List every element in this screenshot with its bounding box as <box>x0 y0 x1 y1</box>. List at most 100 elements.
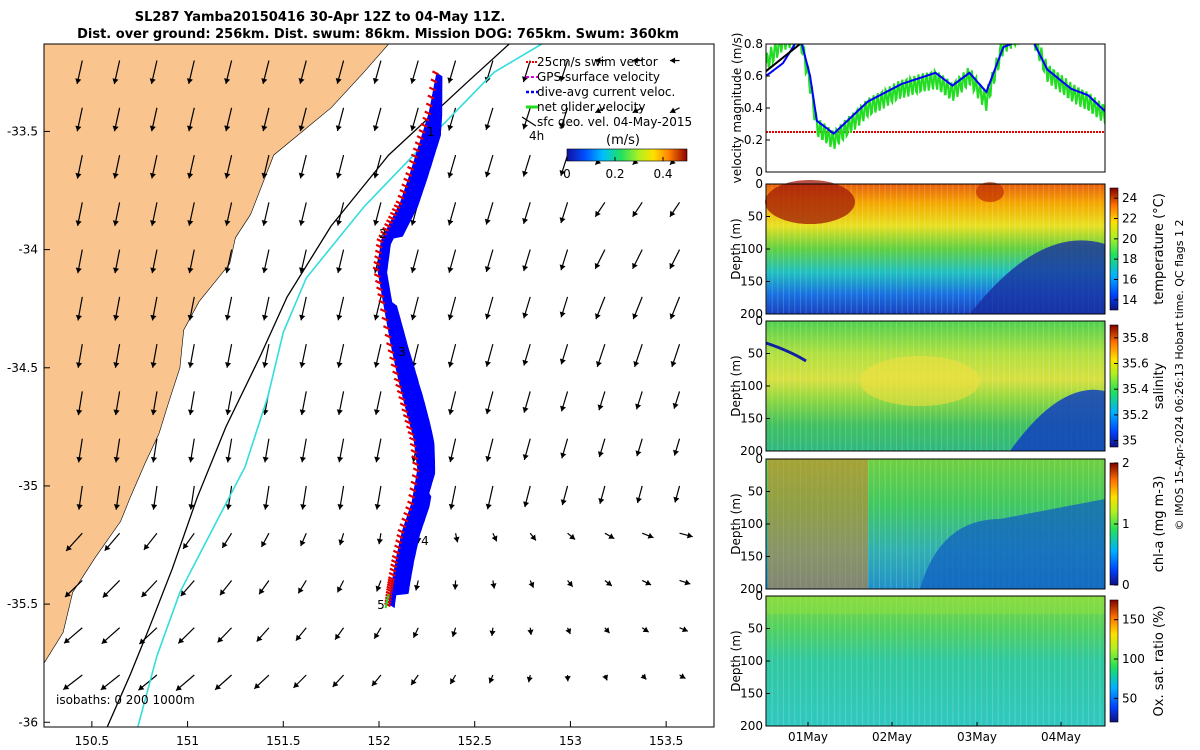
swim-vector <box>414 141 422 147</box>
legend-geo-marker <box>521 116 537 127</box>
geo-velocity-arrow <box>225 391 233 416</box>
swim-vector <box>379 308 387 314</box>
geo-velocity-arrow <box>448 485 457 510</box>
geo-velocity-arrow <box>224 107 233 132</box>
geo-velocity-arrow <box>528 580 535 588</box>
geo-velocity-arrow <box>522 202 531 224</box>
depth-tick-label: 0 <box>755 177 763 191</box>
geo-velocity-arrow <box>635 438 643 457</box>
dive-avg-current-vectors <box>377 72 443 609</box>
geo-velocity-arrow <box>641 579 652 586</box>
salinity-colorbar <box>1109 324 1119 448</box>
speed-colorbar-tick-label: 0.4 <box>653 167 672 181</box>
geo-velocity-arrow <box>670 343 681 368</box>
map-x-tick-label: 153 <box>559 734 582 748</box>
map-y-tick-label: -35 <box>18 479 38 493</box>
map-y-tick-label: -36 <box>18 715 38 729</box>
geo-velocity-arrow <box>299 344 307 368</box>
colorbar-tick-label: 150 <box>1122 613 1145 627</box>
depth-tick-label: 150 <box>740 687 763 701</box>
geo-velocity-arrow <box>447 60 457 84</box>
geo-velocity-arrow <box>604 532 615 540</box>
geo-velocity-arrow <box>64 580 83 598</box>
geo-velocity-arrow <box>76 485 83 510</box>
geo-velocity-arrow <box>187 249 195 274</box>
geo-velocity-arrow <box>485 391 494 415</box>
geo-velocity-arrow <box>560 485 569 506</box>
geo-velocity-arrow <box>448 391 457 415</box>
swim-vector <box>410 448 418 454</box>
geo-velocity-arrow <box>373 391 382 415</box>
temperature-colorbar <box>1109 187 1119 311</box>
geo-velocity-arrow <box>261 60 270 84</box>
swim-vector <box>380 230 388 236</box>
geo-velocity-arrow <box>522 391 531 413</box>
swim-vector <box>395 383 403 389</box>
oxygen-field <box>766 596 1105 726</box>
swim-vector <box>407 431 415 436</box>
geo-velocity-arrow <box>262 296 270 321</box>
swim-vector <box>412 461 420 467</box>
geo-velocity-arrow <box>595 107 606 114</box>
depth-tick-label: 200 <box>740 719 763 733</box>
geo-velocity-arrow <box>602 674 609 681</box>
date-tick-label: 02May <box>872 730 912 744</box>
legend-geo: sfc geo. vel. 04-May-2015 <box>537 115 692 129</box>
geo-velocity-arrow <box>371 674 382 687</box>
geo-velocity-arrow <box>565 627 572 635</box>
depth-tick-label: 50 <box>748 485 763 499</box>
swim-vector <box>412 467 420 473</box>
geo-velocity-arrow <box>490 580 497 589</box>
geo-velocity-arrow <box>522 107 531 130</box>
geo-velocity-arrow <box>373 627 382 640</box>
geo-velocity-arrow <box>261 154 270 179</box>
isobath-200m <box>106 44 510 727</box>
credit-text: © IMOS 15-Apr-2024 06:26:13 Hobart time.… <box>1173 220 1186 531</box>
swim-vector <box>393 377 401 383</box>
geo-velocity-arrow <box>447 154 457 179</box>
net-glider-velocity <box>384 593 390 609</box>
geo-velocity-arrow <box>672 391 681 409</box>
swim-vector <box>390 559 398 565</box>
geo-velocity-arrow <box>112 107 121 132</box>
swim-vector <box>376 286 384 292</box>
swim-vector <box>378 299 386 305</box>
swim-vector <box>405 506 413 512</box>
swim-vector <box>405 171 413 177</box>
geo-velocity-arrow <box>150 296 158 321</box>
geo-velocity-arrow <box>559 60 569 82</box>
swim-vector <box>392 549 400 555</box>
geo-velocity-arrow <box>112 249 121 274</box>
swim-vector <box>397 528 405 534</box>
geo-velocity-arrow <box>633 343 643 368</box>
swim-vector <box>387 215 395 221</box>
isobaths-label: isobaths: 0 200 1000m <box>56 693 195 707</box>
swim-vector <box>396 534 404 540</box>
colorbar-tick-label: 22 <box>1122 212 1137 226</box>
swim-vector <box>376 238 384 244</box>
depth-tick-label: 100 <box>740 379 763 393</box>
swim-vector <box>430 78 438 84</box>
swim-vector <box>407 165 415 171</box>
swim-vector <box>395 200 403 206</box>
swim-vector <box>403 177 411 183</box>
geo-velocity-arrow <box>488 674 495 684</box>
geo-velocity-arrow <box>640 673 647 680</box>
geo-velocity-arrow <box>187 154 195 179</box>
swim-vector <box>378 234 386 240</box>
colorbar-tick-label: 24 <box>1122 191 1137 205</box>
swim-vector <box>389 356 397 362</box>
swim-vector <box>385 590 393 596</box>
swim-vector <box>373 260 381 266</box>
geo-velocity-arrow <box>298 202 307 226</box>
title-line-2: Dist. over ground: 256km. Dist. swum: 86… <box>77 27 679 42</box>
geo-velocity-arrow <box>641 626 650 633</box>
depth-tick-label: 150 <box>740 275 763 289</box>
waypoint-label-1: 1 <box>427 125 435 139</box>
geo-velocity-arrow <box>679 579 691 586</box>
geo-velocity-arrow <box>187 296 195 321</box>
swim-vector <box>390 363 398 369</box>
velocity-y-tick-label: 0.2 <box>744 133 763 147</box>
geo-velocity-arrow <box>150 391 158 416</box>
geo-velocity-arrow <box>75 60 83 85</box>
